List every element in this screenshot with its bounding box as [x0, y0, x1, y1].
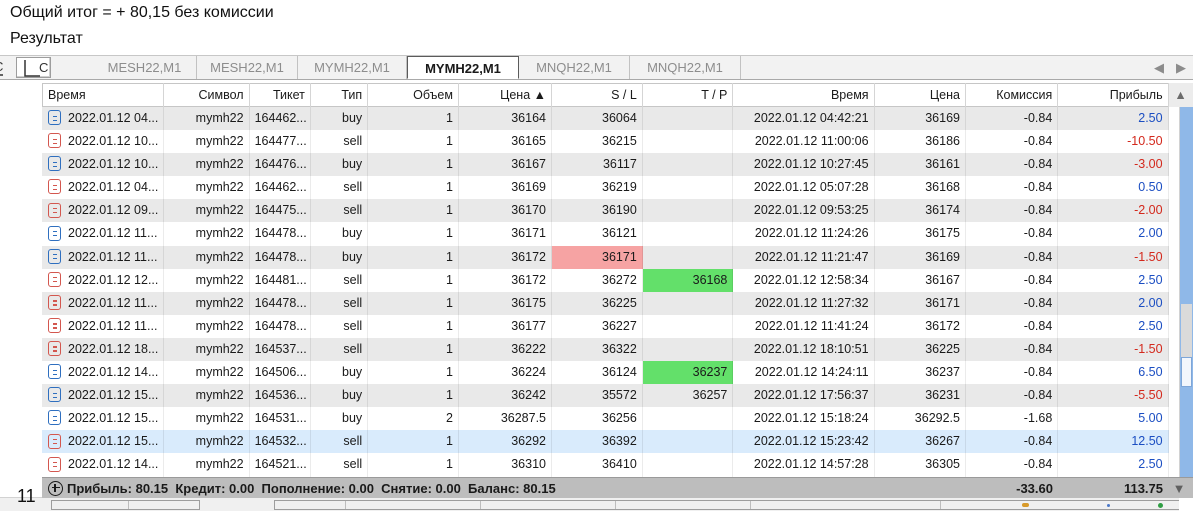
- svg-text:C: C: [0, 59, 3, 74]
- svg-text:C: C: [39, 60, 48, 75]
